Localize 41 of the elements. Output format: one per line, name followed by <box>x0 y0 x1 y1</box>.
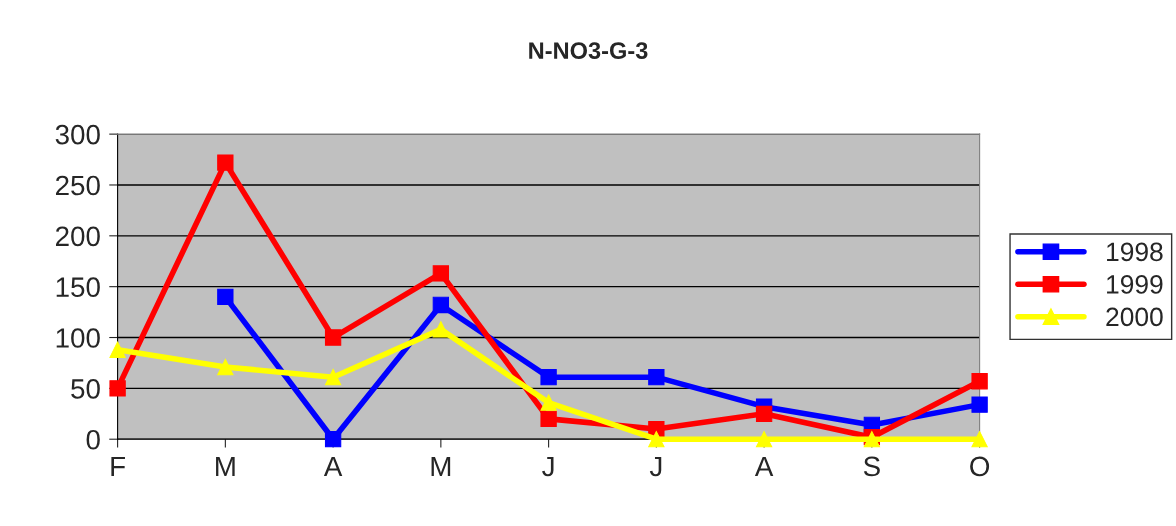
x-tick-label: M <box>431 456 451 477</box>
y-tick-label: 250 <box>55 175 100 196</box>
point <box>540 410 557 428</box>
point <box>109 341 126 358</box>
point <box>755 431 773 448</box>
chart-title: N-NO3-G-3 <box>529 42 648 59</box>
point <box>324 329 342 346</box>
point <box>324 369 342 386</box>
y-tick-label: 300 <box>55 124 100 145</box>
x-tick-label: O <box>970 456 990 477</box>
legend-label: 1999 <box>1107 275 1163 294</box>
point <box>971 396 988 413</box>
point <box>971 431 988 448</box>
x-tick-label: F <box>111 456 125 477</box>
x-tick-label: J <box>649 456 662 477</box>
point <box>432 321 450 338</box>
point <box>540 394 557 411</box>
point <box>648 369 665 386</box>
point <box>109 380 126 397</box>
y-tick-label: 50 <box>71 379 100 399</box>
point <box>971 373 988 390</box>
x-tick-label: M <box>216 456 235 477</box>
point <box>432 265 450 282</box>
y-tick-label: 100 <box>56 328 100 348</box>
point <box>648 431 665 448</box>
x-tick-label: S <box>863 456 880 477</box>
point <box>217 154 234 171</box>
x-tick-label: J <box>542 456 554 477</box>
point <box>217 358 234 376</box>
point <box>324 431 342 448</box>
point <box>217 288 234 305</box>
point <box>755 405 773 422</box>
y-tick-label: 200 <box>55 226 100 247</box>
legend-label: 1998 <box>1107 242 1163 262</box>
x-tick-label: A <box>754 456 774 477</box>
y-tick-label: 150 <box>56 277 100 298</box>
point <box>432 296 450 314</box>
legend-label: 2000 <box>1106 307 1163 327</box>
y-tick-label: 0 <box>86 429 100 450</box>
point <box>540 369 557 386</box>
x-tick-label: A <box>323 456 343 477</box>
